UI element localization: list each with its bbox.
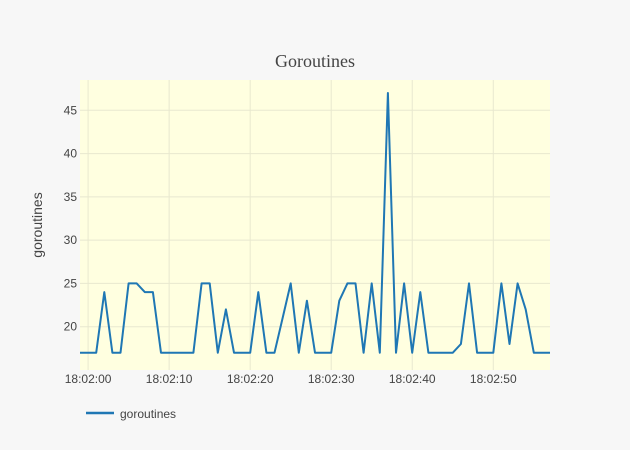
y-axis-ticks: 20 25 30 35 40 45 xyxy=(64,103,78,333)
y-tick-label: 45 xyxy=(64,103,78,117)
x-tick-label: 18:02:20 xyxy=(227,372,274,386)
series-line-goroutines[interactable] xyxy=(80,92,550,354)
x-axis-ticks: 18:02:00 18:02:10 18:02:20 18:02:30 18:02:40… xyxy=(65,372,517,386)
legend-label-goroutines[interactable]: goroutines xyxy=(120,407,176,421)
x-tick-label: 18:02:00 xyxy=(65,372,112,386)
y-tick-label: 40 xyxy=(64,147,78,161)
y-tick-label: 30 xyxy=(64,233,78,247)
grid-lines xyxy=(80,80,550,370)
plot-area xyxy=(80,80,550,370)
y-tick-label: 35 xyxy=(64,190,78,204)
legend[interactable]: goroutines xyxy=(86,407,176,421)
x-tick-label: 18:02:40 xyxy=(389,372,436,386)
x-tick-label: 18:02:30 xyxy=(308,372,355,386)
x-tick-label: 18:02:10 xyxy=(146,372,193,386)
y-tick-label: 25 xyxy=(64,276,78,290)
chart-title: Goroutines xyxy=(275,51,355,71)
y-axis-title: goroutines xyxy=(29,192,45,257)
y-tick-label: 20 xyxy=(64,320,78,334)
x-tick-label: 18:02:50 xyxy=(470,372,517,386)
series-layer xyxy=(80,92,550,354)
